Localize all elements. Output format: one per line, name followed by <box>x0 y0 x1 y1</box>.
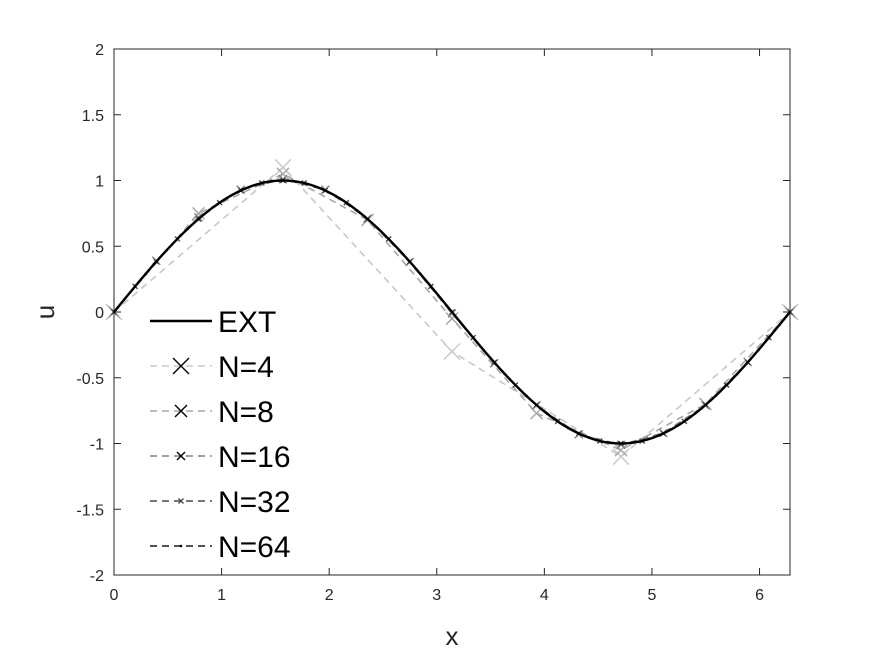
x-axis-label: x <box>446 621 459 651</box>
series-ext <box>113 179 791 445</box>
series-layer <box>105 158 799 466</box>
data-point <box>278 174 288 184</box>
legend-label: N=4 <box>218 351 274 384</box>
y-tick-label: -2 <box>90 568 104 585</box>
data-point <box>176 451 186 461</box>
legend-entry: N=16 <box>150 441 291 474</box>
data-point <box>274 158 292 176</box>
y-tick-label: 0 <box>95 305 104 322</box>
legend-label: N=32 <box>218 486 291 519</box>
data-point <box>443 342 461 360</box>
series-n-4 <box>105 158 799 466</box>
x-tick-label: 0 <box>110 587 119 604</box>
data-point <box>276 167 290 181</box>
legend-entry: N=8 <box>150 396 274 429</box>
y-tick-label: -1.5 <box>76 502 104 519</box>
data-point <box>445 312 459 326</box>
x-tick-label: 1 <box>217 587 226 604</box>
x-tick-label: 4 <box>540 587 549 604</box>
legend-label: EXT <box>218 306 276 339</box>
data-point <box>614 443 628 457</box>
x-tick-label: 5 <box>647 587 656 604</box>
legend-entry: EXT <box>150 306 276 339</box>
y-tick-label: -1 <box>90 437 104 454</box>
y-axis-label: u <box>30 305 60 319</box>
data-point <box>174 404 188 418</box>
data-point <box>616 440 626 450</box>
legend-label: N=64 <box>218 531 291 564</box>
legend-entry: N=64 <box>150 531 291 564</box>
legend-label: N=16 <box>218 441 291 474</box>
x-tick-label: 3 <box>432 587 441 604</box>
y-tick-label: 2 <box>95 42 104 59</box>
data-point <box>192 206 205 220</box>
axis-ticks: 0 1 2 3 4 5 6 2 1.5 1 0.5 0 -0.5 -1 -1.5 -2 <box>76 42 790 604</box>
y-tick-label: 1 <box>95 174 104 191</box>
data-point <box>172 357 190 375</box>
y-tick-label: 0.5 <box>82 239 104 256</box>
legend-label: N=8 <box>218 396 274 429</box>
y-tick-label: -0.5 <box>76 371 104 388</box>
x-tick-label: 6 <box>755 587 764 604</box>
y-tick-label: 1.5 <box>82 108 104 125</box>
x-tick-label: 2 <box>325 587 334 604</box>
data-point <box>178 498 184 504</box>
legend: EXT N=4 N=8 N=16 N=32 N=64 <box>150 306 291 564</box>
legend-entry: N=4 <box>150 351 274 384</box>
data-point <box>179 544 183 548</box>
legend-entry: N=32 <box>150 486 291 519</box>
series-line <box>113 179 791 445</box>
data-point <box>612 448 630 466</box>
